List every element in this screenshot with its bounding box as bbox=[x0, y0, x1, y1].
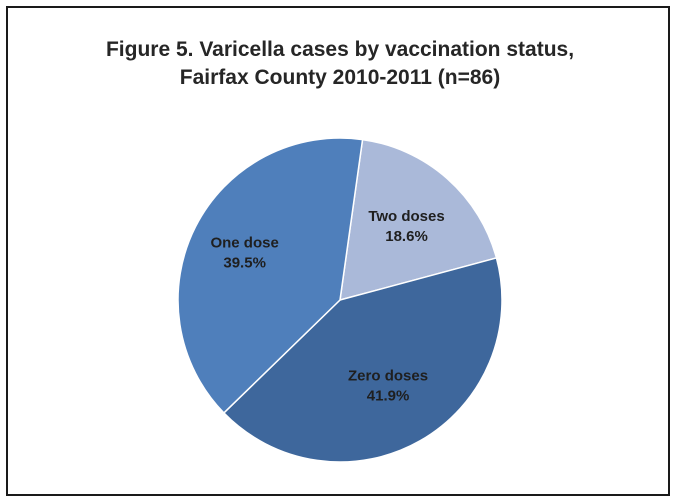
chart-title-line-2: Fairfax County 2010-2011 (n=86) bbox=[179, 66, 501, 89]
chart-frame: Figure 5. Varicella cases by vaccination… bbox=[6, 6, 670, 496]
slice-value-two-doses: 18.6% bbox=[385, 228, 428, 245]
pie-chart: Two doses 18.6% Zero doses 41.9% One dose 39.… bbox=[177, 137, 503, 463]
slice-label-zero-doses: Zero doses bbox=[348, 367, 428, 384]
chart-title: Figure 5. Varicella cases by vaccination… bbox=[8, 36, 672, 92]
slice-label-two-doses: Two doses bbox=[368, 208, 444, 225]
pie-slice-zero-doses bbox=[222, 257, 503, 463]
pie-slice-two-doses bbox=[339, 138, 498, 302]
slice-value-zero-doses: 41.9% bbox=[367, 387, 410, 404]
pie-slice-one-dose bbox=[177, 137, 364, 415]
slice-label-one-dose: One dose bbox=[210, 235, 278, 252]
chart-title-line-1: Figure 5. Varicella cases by vaccination… bbox=[105, 38, 575, 61]
slice-value-one-dose: 39.5% bbox=[223, 255, 266, 272]
